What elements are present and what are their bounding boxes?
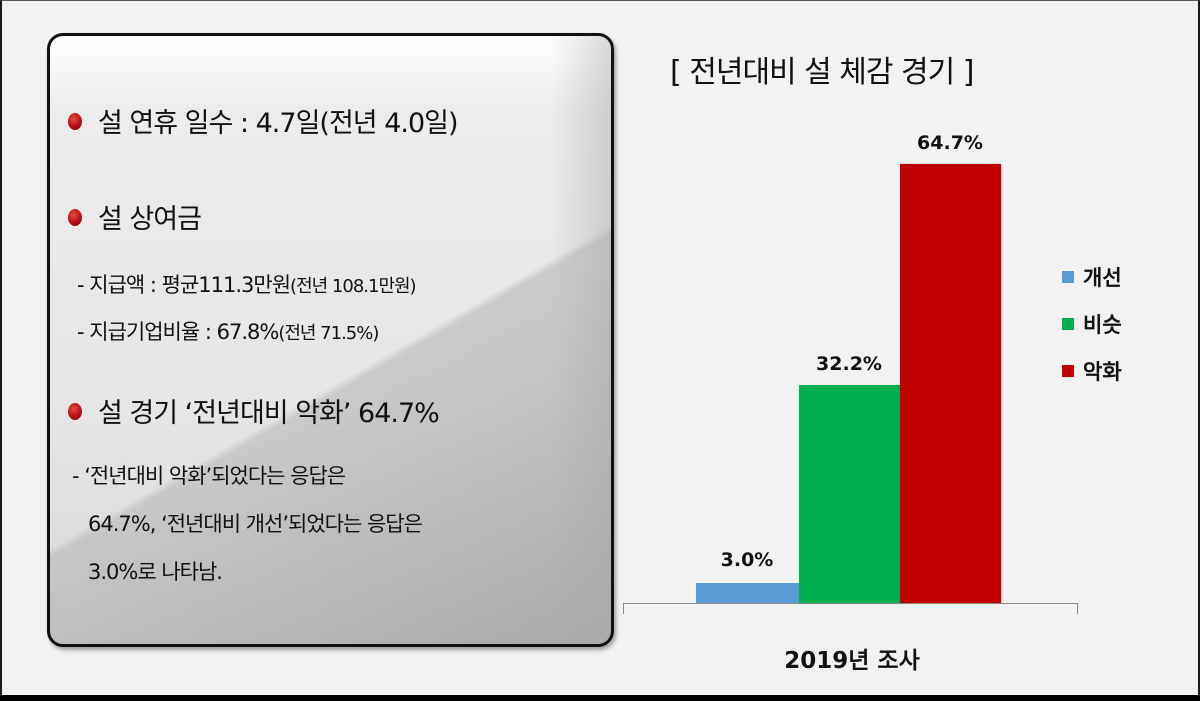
economy-heading: 설 경기 ‘전년대비 악화’ 64.7% <box>98 398 440 429</box>
bar-improve <box>696 583 799 603</box>
bullet-icon <box>68 403 82 420</box>
bullet-icon <box>68 209 82 226</box>
bar-label-improve: 3.0% <box>720 549 774 571</box>
legend-label: 악화 <box>1083 359 1122 384</box>
bar-worse <box>900 164 1001 603</box>
legend-label: 비슷 <box>1083 312 1122 337</box>
legend-swatch-icon <box>1062 364 1074 377</box>
bonus-ratio-text: - 지급기업비율 : 67.8% <box>77 320 279 344</box>
legend-item-similar: 비슷 <box>1062 300 1122 347</box>
economy-desc-line-3: 3.0%로 나타남. <box>88 560 223 584</box>
category-label: 2019년 조사 <box>784 648 920 674</box>
holiday-days-text: 설 연휴 일수 : 4.7일(전년 4.0일) <box>98 108 459 139</box>
bar-label-similar: 32.2% <box>816 353 882 375</box>
legend-swatch-icon <box>1062 270 1074 283</box>
legend-item-improve: 개선 <box>1062 253 1122 300</box>
bonus-amount-item: - 지급액 : 평균111.3만원(전년 108.1만원) <box>77 269 417 299</box>
bar-similar <box>799 385 900 603</box>
bonus-heading: 설 상여금 <box>98 204 202 235</box>
bonus-amount-prev: (전년 108.1만원) <box>290 276 417 297</box>
economy-item: 설 경기 ‘전년대비 악화’ 64.7% <box>68 391 440 430</box>
bonus-ratio-prev: (전년 71.5%) <box>278 323 379 344</box>
legend-label: 개선 <box>1083 265 1122 290</box>
economy-desc-line-2: 64.7%, ‘전년대비 개선’되었다는 응답은 <box>88 512 423 536</box>
bar-label-worse: 64.7% <box>917 132 983 154</box>
x-axis-tick <box>1077 603 1078 614</box>
panel-sheen <box>551 36 611 644</box>
chart-title: [ 전년대비 설 체감 경기 ] <box>670 55 974 90</box>
holiday-days-item: 설 연휴 일수 : 4.7일(전년 4.0일) <box>68 101 459 140</box>
x-axis <box>623 603 1078 604</box>
legend: 개선 비슷 악화 <box>1062 253 1122 394</box>
legend-item-worse: 악화 <box>1062 347 1122 394</box>
summary-panel <box>47 33 614 647</box>
economy-desc-line-1: - ‘전년대비 악화’되었다는 응답은 <box>72 464 346 488</box>
bonus-amount-text: - 지급액 : 평균111.3만원 <box>77 273 291 297</box>
x-axis-tick <box>623 603 624 614</box>
bonus-item: 설 상여금 <box>68 197 202 236</box>
bullet-icon <box>68 113 82 130</box>
legend-swatch-icon <box>1062 317 1074 330</box>
bonus-ratio-item: - 지급기업비율 : 67.8%(전년 71.5%) <box>77 316 379 346</box>
